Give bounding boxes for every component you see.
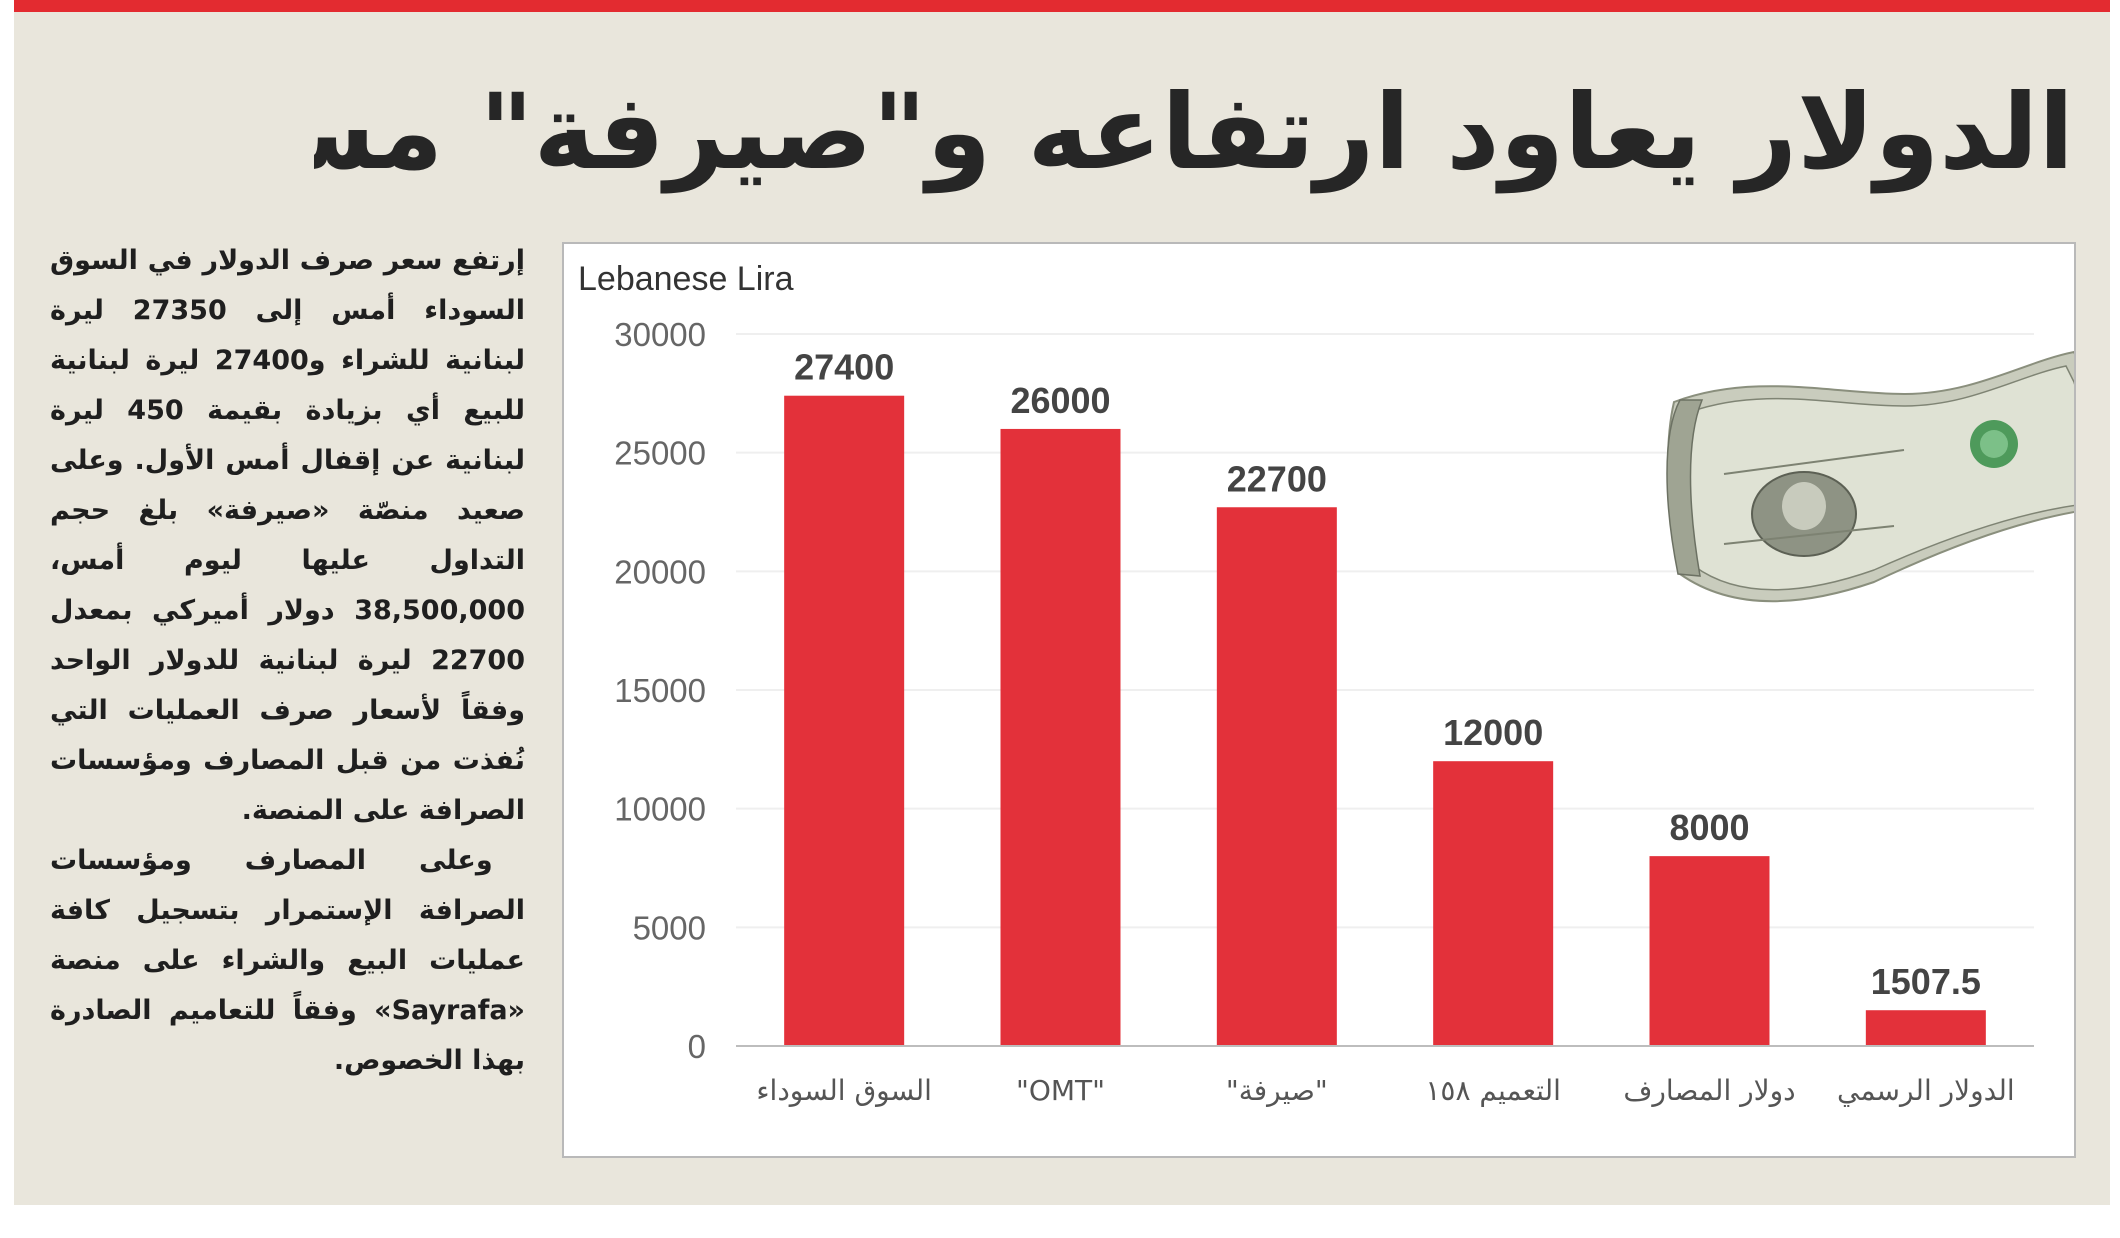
x-tick-label: "صيرفة"	[1226, 1074, 1328, 1107]
bar-chart: Lebanese Lira 0 5000 10000 15000 20000 25000 3…	[578, 260, 2074, 1107]
bar	[1865, 1010, 1986, 1046]
bar-value-label: 26000	[1010, 380, 1110, 421]
accent-bar	[14, 0, 2110, 12]
bar	[784, 395, 905, 1046]
y-tick-label: 30000	[614, 316, 706, 353]
y-tick-label: 10000	[614, 791, 706, 828]
bar-value-label: 27400	[794, 347, 894, 388]
y-tick-label: 5000	[633, 909, 706, 946]
x-tick-label: الدولار الرسمي	[1837, 1074, 2015, 1107]
bar	[1649, 856, 1770, 1046]
article-paragraph-2: وعلى المصارف ومؤسسات الصرافة الإستمرار ب…	[50, 845, 525, 1076]
x-tick-label: التعميم ١٥٨	[1425, 1074, 1561, 1107]
bar-value-label: 12000	[1443, 712, 1543, 753]
bars	[784, 395, 1986, 1047]
chart-panel: Lebanese Lira 0 5000 10000 15000 20000 25000 3…	[562, 242, 2076, 1158]
data-labels: 27400 26000 22700 12000 8000 1507.5	[794, 347, 1981, 1003]
article-paragraph-1: إرتفع سعر صرف الدولار في السوق السوداء أ…	[50, 245, 525, 826]
bar	[1000, 428, 1121, 1046]
x-tick-label: السوق السوداء	[756, 1074, 932, 1107]
bar-value-label: 22700	[1227, 458, 1327, 499]
bar-value-label: 1507.5	[1871, 961, 1981, 1002]
headline: الدولار يعاود ارتفاعه و"صيرفة" مستقرّة	[314, 71, 2074, 193]
article-body: إرتفع سعر صرف الدولار في السوق السوداء أ…	[50, 236, 525, 1086]
bar	[1433, 761, 1554, 1046]
x-axis-labels: السوق السوداء "OMT" "صيرفة" التعميم ١٥٨ دولا…	[756, 1074, 2014, 1107]
y-axis-ticks: 0 5000 10000 15000 20000 25000 30000	[614, 316, 706, 1065]
x-tick-label: دولار المصارف	[1623, 1074, 1795, 1107]
y-tick-label: 20000	[614, 553, 706, 590]
bar-value-label: 8000	[1669, 807, 1749, 848]
chart-title: Lebanese Lira	[578, 260, 794, 298]
y-tick-label: 25000	[614, 435, 706, 472]
gridlines	[736, 333, 2034, 929]
y-tick-label: 15000	[614, 672, 706, 709]
y-tick-label: 0	[688, 1028, 706, 1065]
bar	[1216, 507, 1337, 1047]
x-tick-label: "OMT"	[1016, 1074, 1105, 1107]
newspaper-page: الدولار يعاود ارتفاعه و"صيرفة" مستقرّة إ…	[14, 0, 2110, 1205]
dollar-bill-icon	[1666, 350, 2074, 603]
